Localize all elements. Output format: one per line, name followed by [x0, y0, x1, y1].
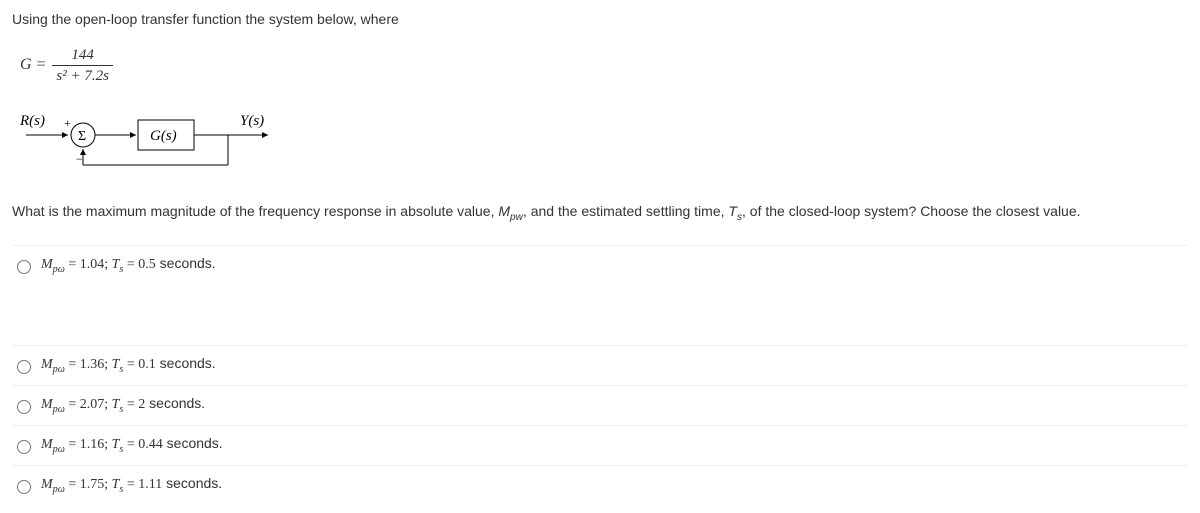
svg-text:+: + — [64, 116, 71, 130]
svg-text:Σ: Σ — [78, 129, 86, 144]
equation-numerator: 144 — [52, 46, 113, 66]
svg-text:−: − — [76, 152, 83, 166]
transfer-function-equation: G = 144 s² + 7.2s — [20, 46, 1188, 85]
option-row[interactable]: Mpω = 1.16; Ts = 0.44 seconds. — [12, 425, 1188, 465]
option-row[interactable]: Mpω = 1.75; Ts = 1.11 seconds. — [12, 465, 1188, 505]
options-group: Mpω = 1.04; Ts = 0.5 seconds. Mpω = 1.36;… — [12, 245, 1188, 505]
option-label: Mpω = 1.04; Ts = 0.5 seconds. — [41, 254, 216, 277]
prompt-text: Using the open-loop transfer function th… — [12, 10, 1188, 30]
svg-text:Y(s): Y(s) — [240, 113, 264, 129]
option-row[interactable]: Mpω = 1.04; Ts = 0.5 seconds. — [12, 245, 1188, 285]
option-row[interactable]: Mpω = 1.36; Ts = 0.1 seconds. — [12, 345, 1188, 385]
option-radio[interactable] — [17, 360, 31, 374]
block-diagram: R(s) + Σ − G(s) Y(s) — [18, 107, 1188, 183]
equation-denominator: s² + 7.2s — [52, 66, 113, 85]
option-label: Mpω = 2.07; Ts = 2 seconds. — [41, 394, 205, 417]
option-radio[interactable] — [17, 260, 31, 274]
option-radio[interactable] — [17, 440, 31, 454]
equation-lhs: G = — [20, 54, 46, 76]
equation-fraction: 144 s² + 7.2s — [52, 46, 113, 85]
option-label: Mpω = 1.36; Ts = 0.1 seconds. — [41, 354, 216, 377]
question-text: What is the maximum magnitude of the fre… — [12, 202, 1188, 225]
option-label: Mpω = 1.75; Ts = 1.11 seconds. — [41, 474, 222, 497]
svg-text:G(s): G(s) — [150, 128, 177, 144]
option-label: Mpω = 1.16; Ts = 0.44 seconds. — [41, 434, 223, 457]
option-radio[interactable] — [17, 480, 31, 494]
option-row[interactable]: Mpω = 2.07; Ts = 2 seconds. — [12, 385, 1188, 425]
svg-text:R(s): R(s) — [19, 113, 45, 129]
option-radio[interactable] — [17, 400, 31, 414]
